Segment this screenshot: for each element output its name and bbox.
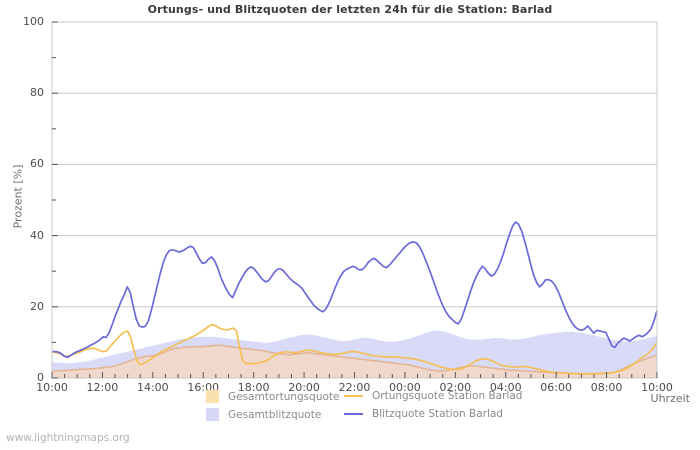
y-tick-label: 0 bbox=[37, 371, 44, 384]
legend-label: Blitzquote Station Barlad bbox=[372, 408, 503, 420]
legend-label: Gesamtblitzquote bbox=[228, 408, 322, 421]
legend-swatch-line-icon bbox=[344, 413, 363, 415]
y-axis-label: Prozent [%] bbox=[11, 164, 25, 229]
chart-legend: Gesamtortungsquote Gesamtblitzquote Ortu… bbox=[0, 389, 700, 423]
x-tick-label: 22:00 bbox=[338, 381, 371, 394]
legend-label: Gesamtortungsquote bbox=[228, 390, 340, 403]
x-tick-label: 12:00 bbox=[86, 381, 119, 394]
x-tick-label: 06:00 bbox=[540, 381, 572, 394]
x-tick-label: 00:00 bbox=[389, 381, 421, 394]
x-tick-label: 02:00 bbox=[439, 381, 472, 394]
x-tick-label: 18:00 bbox=[237, 381, 270, 394]
y-tick-label: 20 bbox=[30, 299, 44, 313]
plot-background bbox=[52, 22, 657, 378]
x-axis-label: Uhrzeit bbox=[650, 392, 690, 405]
x-tick-label: 08:00 bbox=[590, 381, 623, 394]
x-tick-label: 04:00 bbox=[489, 381, 522, 394]
y-tick-label: 60 bbox=[30, 157, 44, 171]
legend-item-blitzquote-station[interactable]: Blitzquote Station Barlad bbox=[344, 408, 503, 420]
legend-swatch-area-icon bbox=[206, 390, 219, 403]
x-tick-label: 20:00 bbox=[288, 381, 320, 394]
x-tick-label: 10:00 bbox=[36, 381, 68, 394]
y-tick-label: 80 bbox=[30, 86, 44, 100]
legend-label: Ortungsquote Station Barlad bbox=[372, 390, 523, 402]
legend-swatch-line-icon bbox=[344, 395, 363, 397]
chart-title: Ortungs- und Blitzquoten der letzten 24h… bbox=[147, 3, 553, 16]
legend-item-gesamtortungsquote[interactable]: Gesamtortungsquote bbox=[206, 390, 339, 403]
axis-ticks bbox=[51, 21, 658, 379]
legend-item-gesamtblitzquote[interactable]: Gesamtblitzquote bbox=[206, 408, 321, 421]
x-tick-label: 14:00 bbox=[136, 381, 169, 394]
line-blitzquote-station-barlad bbox=[51, 221, 658, 359]
legend-swatch-area-icon bbox=[206, 408, 219, 421]
legend-item-ortungsquote-station[interactable]: Ortungsquote Station Barlad bbox=[344, 390, 522, 402]
y-tick-label: 100 bbox=[23, 15, 44, 28]
x-tick-label: 10:00 bbox=[641, 381, 673, 394]
watermark: www.lightningmaps.org bbox=[6, 432, 130, 444]
y-tick-label: 40 bbox=[30, 228, 44, 242]
